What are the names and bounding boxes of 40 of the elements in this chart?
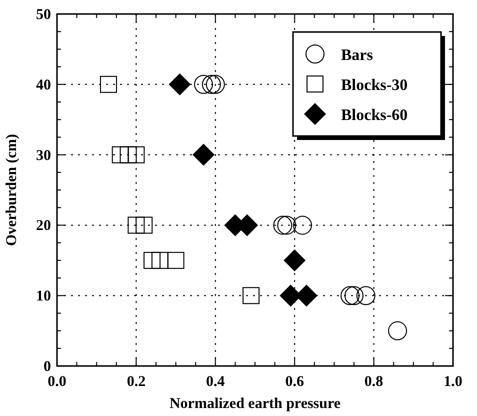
legend-label: Bars xyxy=(341,47,373,64)
x-tick-label: 1.0 xyxy=(444,374,462,390)
point xyxy=(151,252,168,269)
point xyxy=(242,287,260,304)
x-tick-label: 0.8 xyxy=(364,374,384,390)
point xyxy=(144,252,161,269)
y-tick-label: 50 xyxy=(36,7,51,23)
point xyxy=(284,249,306,272)
point xyxy=(112,146,129,164)
x-axis-title: Normalized earth pressure xyxy=(169,396,341,412)
point xyxy=(100,76,117,93)
point xyxy=(293,216,312,235)
x-tick-label: 0.0 xyxy=(48,374,66,390)
y-tick-label: 40 xyxy=(36,77,51,94)
point xyxy=(128,146,145,164)
x-tick-label: 0.4 xyxy=(206,374,226,390)
point xyxy=(388,321,408,340)
x-tick-label: 0.6 xyxy=(285,374,304,390)
point xyxy=(128,216,145,234)
point xyxy=(344,286,364,306)
y-axis-title: Overburden (cm) xyxy=(4,134,20,246)
y-tick-label: 30 xyxy=(36,148,51,164)
y-tick-label: 20 xyxy=(36,218,51,234)
point xyxy=(167,252,184,269)
point xyxy=(340,286,360,306)
point xyxy=(192,144,215,166)
y-tick-label: 10 xyxy=(36,288,51,305)
point xyxy=(194,74,214,94)
point xyxy=(168,73,191,96)
legend-label: Blocks-30 xyxy=(341,77,408,94)
legend-label: Blocks-60 xyxy=(341,107,408,124)
point xyxy=(277,216,296,235)
x-tick-label: 0.2 xyxy=(126,374,146,390)
point xyxy=(136,216,153,234)
point xyxy=(356,286,376,306)
point xyxy=(120,146,137,164)
point xyxy=(273,216,292,235)
y-tick-label: 0 xyxy=(44,359,51,375)
point xyxy=(206,74,225,94)
point xyxy=(202,74,221,94)
